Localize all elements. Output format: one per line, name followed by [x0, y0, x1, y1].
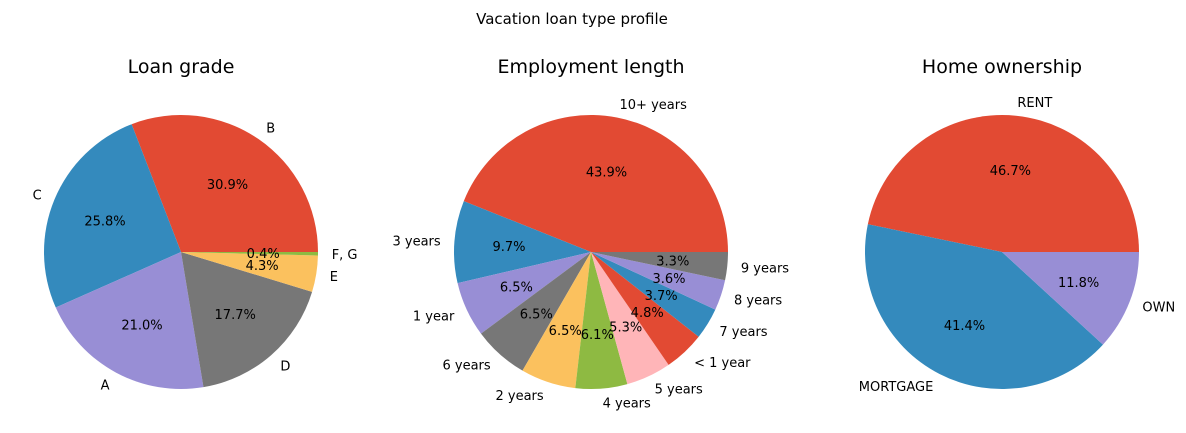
slice-pct-d: 17.7% [215, 308, 256, 323]
slice-pct-rent: 46.7% [990, 164, 1031, 179]
slice-pct-7-years: 3.7% [645, 289, 678, 304]
slice-pct-10-years: 43.9% [586, 165, 627, 180]
pie-slice-5-years [591, 252, 669, 385]
slice-label-2-years: 2 years [496, 389, 544, 404]
slice-label-3-years: 3 years [393, 235, 441, 250]
slice-pct-5-years: 5.3% [609, 321, 642, 336]
pie-title: Employment length [497, 56, 684, 78]
slice-label-c: C [33, 188, 42, 203]
pie-slice-mortgage [864, 224, 1103, 390]
slice-pct-own: 11.8% [1058, 276, 1099, 291]
slice-label-mortgage: MORTGAGE [859, 380, 934, 395]
pie-slice-f-g [181, 252, 319, 256]
pie-slice-d [181, 252, 313, 388]
slice-label-4-years: 4 years [603, 396, 651, 411]
slice-label-rent: RENT [1017, 96, 1052, 111]
slice-label-f-g: F, G [332, 248, 358, 263]
slice-pct-1-year: 6.5% [500, 281, 533, 296]
slice-label-8-years: 8 years [734, 294, 782, 309]
slice-label-7-years: 7 years [719, 325, 767, 340]
slice-pct-9-years: 3.3% [656, 255, 689, 270]
pie-slice-2-years [522, 252, 591, 389]
pie-slice-1-year [457, 252, 591, 334]
slice-pct-6-years: 6.5% [520, 307, 553, 322]
pie-slice-8-years [591, 252, 726, 310]
pie-slice-own [1002, 252, 1139, 345]
pie-slice-3-years [453, 201, 591, 284]
slice-label-own: OWN [1142, 301, 1175, 316]
slice-pct-3-years: 9.7% [492, 240, 525, 255]
slice-pct-b: 30.9% [207, 178, 248, 193]
pie-slice-9-years [591, 252, 728, 281]
pie-chart-employment-length: Employment length 10+ years 43.9% 3 years 9.… [393, 56, 790, 411]
pie-slice-1-year [591, 252, 699, 365]
pie-slice-a [55, 252, 204, 389]
pie-slice-6-years [480, 252, 591, 371]
slice-label-9-years: 9 years [741, 262, 789, 277]
pie-title: Home ownership [922, 56, 1082, 78]
slice-label-d: D [280, 359, 290, 374]
slice-pct-e: 4.3% [246, 259, 279, 274]
slice-label-1-year: 1 year [413, 309, 455, 324]
pie-slice-e [181, 252, 318, 292]
slice-label-5-years: 5 years [655, 383, 703, 398]
slice-pct-f-g: 0.4% [247, 247, 280, 262]
pie-slice-7-years [591, 252, 716, 337]
slice-pct-mortgage: 41.4% [944, 319, 985, 334]
slice-pct-1-year: 4.8% [631, 306, 664, 321]
slice-label-6-years: 6 years [443, 359, 491, 374]
slice-label-1-year: < 1 year [694, 356, 751, 371]
figure-suptitle: Vacation loan type profile [476, 10, 668, 28]
slice-pct-c: 25.8% [84, 215, 125, 230]
pie-slice-10-years [463, 115, 728, 252]
slice-label-e: E [330, 270, 338, 285]
slice-pct-4-years: 6.1% [581, 328, 614, 343]
slice-label-a: A [101, 379, 110, 394]
slice-pct-a: 21.0% [121, 318, 162, 333]
slice-label-10-years: 10+ years [620, 98, 688, 113]
pie-chart-loan-grade: Loan grade B 30.9% C 25.8% A 21.0% D 17.7% E 4.3% F… [33, 56, 358, 394]
pie-chart-home-ownership: Home ownership RENT 46.7% MORTGAGE 41.4% OWN 1… [859, 56, 1175, 395]
pie-slice-b [131, 115, 318, 252]
pie-title: Loan grade [128, 56, 235, 78]
pie-slice-rent [867, 114, 1139, 252]
slice-label-b: B [266, 122, 275, 137]
pie-slice-c [43, 124, 182, 308]
pie-slice-4-years [575, 252, 628, 390]
slice-pct-8-years: 3.6% [652, 272, 685, 287]
slice-pct-2-years: 6.5% [549, 324, 582, 339]
